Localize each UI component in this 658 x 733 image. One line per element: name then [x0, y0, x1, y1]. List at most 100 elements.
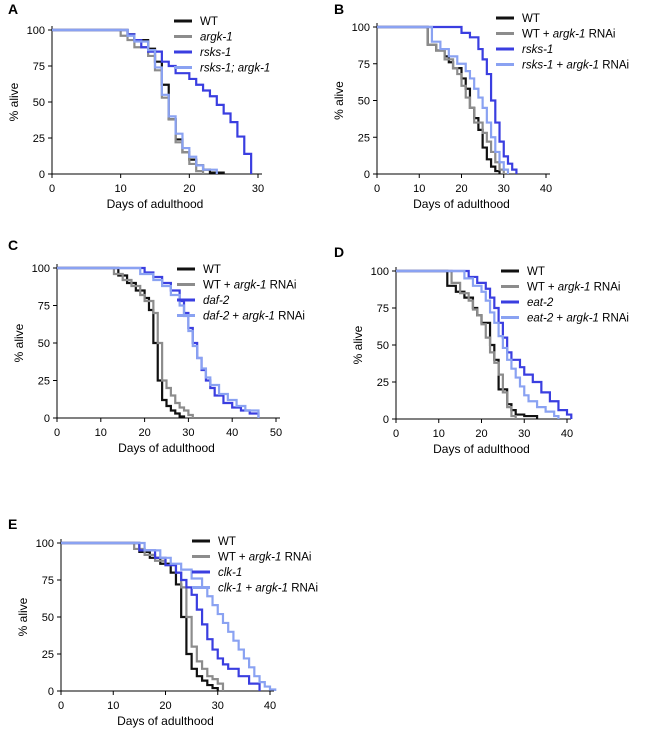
y-tick-label: 50	[38, 338, 50, 350]
x-tick-label: 20	[183, 183, 195, 195]
legend-entry: WT + argk-1 RNAi	[218, 552, 311, 564]
legend-entry: eat-2	[527, 297, 554, 309]
legend-entry: clk-1 + argk-1 RNAi	[218, 583, 318, 595]
legend-entry: WT + argk-1 RNAi	[522, 29, 615, 41]
x-tick-label: 30	[182, 427, 194, 439]
series-line-c-3	[57, 266, 260, 418]
panel-label-d: D	[334, 244, 344, 260]
x-axis-label-e: Days of adulthood	[117, 714, 214, 728]
y-tick-label: 100	[36, 538, 54, 550]
panel-d: D 0 25 50 75 100 0 10 20 30 40 Days of adulthood % a…	[334, 244, 629, 456]
series-line-d-3	[396, 269, 560, 419]
legend-a: WT argk-1 rsks-1 rsks-1; argk-1	[174, 16, 270, 75]
panel-c: C 0 25 50 75 100 0 10 20 30 40 50 Days of adulthood%…	[8, 237, 305, 455]
panel-label-a: A	[8, 1, 18, 17]
x-tick-label: 30	[518, 428, 530, 440]
legend-entry: WT	[527, 266, 545, 278]
x-axis-label-c: Days of adulthood	[118, 441, 215, 455]
series-line-a-2	[52, 28, 253, 174]
x-tick-label: 10	[433, 428, 445, 440]
x-tick-label: 40	[264, 700, 276, 712]
y-tick-label: 50	[377, 340, 389, 352]
x-tick-label: 10	[115, 183, 127, 195]
y-tick-label: 75	[42, 575, 54, 587]
y-tick-label: 50	[42, 612, 54, 624]
y-tick-label: 100	[32, 263, 50, 275]
x-tick-label: 0	[393, 428, 399, 440]
series-line-e-0	[61, 541, 219, 691]
y-tick-label: 100	[352, 22, 370, 34]
x-tick-label: 20	[159, 700, 171, 712]
y-tick-label: 0	[44, 413, 50, 425]
y-tick-label: 25	[42, 649, 54, 661]
series-line-b-3	[377, 25, 510, 174]
x-tick-label: 20	[138, 427, 150, 439]
x-axis-label-d: Days of adulthood	[433, 442, 530, 456]
legend-entry: clk-1	[218, 567, 242, 579]
y-tick-label: 100	[371, 266, 389, 278]
x-axis-label-b: Days of adulthood	[413, 197, 510, 211]
y-axis-label-c: % alive	[12, 323, 26, 362]
y-tick-label: 0	[364, 169, 370, 181]
x-tick-label: 0	[49, 183, 55, 195]
legend-entry: argk-1	[200, 32, 233, 44]
x-axis-label-a: Days of adulthood	[107, 197, 204, 211]
y-axis-label-e: % alive	[16, 597, 30, 636]
series-line-c-0	[57, 266, 186, 418]
series-line-e-3	[61, 541, 277, 691]
series-line-c-1	[57, 266, 194, 418]
legend-d: WT WT + argk-1 RNAi eat-2 eat-2 + argk-1 RN…	[501, 266, 629, 325]
y-axis-label-d: % alive	[351, 325, 365, 364]
panel-label-b: B	[334, 1, 344, 17]
x-tick-label: 40	[561, 428, 573, 440]
x-tick-label: 0	[58, 700, 64, 712]
x-tick-label: 30	[252, 183, 264, 195]
series-line-e-1	[61, 541, 225, 691]
x-tick-label: 0	[374, 183, 380, 195]
x-tick-label: 0	[54, 427, 60, 439]
series-line-b-2	[377, 25, 518, 174]
series-line-a-3	[52, 28, 218, 174]
y-axis-label-b: % alive	[332, 81, 346, 120]
legend-entry: WT + argk-1 RNAi	[203, 280, 296, 292]
series-line-d-1	[396, 269, 517, 419]
panel-b: B 0 25 50 75 100 0 10 20 30 40 Days of adulthood % a…	[332, 1, 629, 211]
legend-entry: WT	[522, 13, 540, 25]
y-tick-label: 25	[358, 132, 370, 144]
panel-label-c: C	[8, 237, 18, 253]
y-tick-label: 0	[48, 686, 54, 698]
x-tick-label: 50	[270, 427, 282, 439]
x-tick-label: 20	[475, 428, 487, 440]
y-axis-label-a: % alive	[7, 82, 21, 121]
legend-entry: WT	[218, 536, 236, 548]
series-line-e-2	[61, 541, 261, 691]
y-tick-label: 25	[38, 376, 50, 388]
legend-entry: rsks-1 + argk-1 RNAi	[522, 60, 629, 72]
x-tick-label: 30	[212, 700, 224, 712]
y-tick-label: 75	[377, 303, 389, 315]
y-tick-label: 0	[39, 169, 45, 181]
y-tick-label: 50	[358, 96, 370, 108]
legend-entry: daf-2	[203, 295, 230, 307]
x-tick-label: 30	[498, 183, 510, 195]
x-tick-label: 10	[413, 183, 425, 195]
y-tick-label: 100	[27, 25, 45, 37]
series-line-d-0	[396, 269, 539, 419]
legend-entry: daf-2 + argk-1 RNAi	[203, 311, 305, 323]
y-tick-label: 75	[358, 59, 370, 71]
y-tick-label: 50	[33, 97, 45, 109]
panel-e: E 0 25 50 75 100 0 10 20 30 40 Days of adulthood % a…	[8, 516, 318, 728]
y-tick-label: 25	[377, 377, 389, 389]
legend-b: WT WT + argk-1 RNAi rsks-1 rsks-1 + argk-1 …	[496, 13, 629, 72]
x-tick-label: 10	[107, 700, 119, 712]
y-tick-label: 75	[33, 61, 45, 73]
panel-a: A 0 25 50 75 100 0 10 20 30 Days of adulthood % ali…	[7, 1, 270, 211]
y-tick-label: 0	[383, 414, 389, 426]
x-tick-label: 20	[455, 183, 467, 195]
legend-entry: WT	[203, 264, 221, 276]
legend-entry: rsks-1	[522, 44, 553, 56]
y-tick-label: 25	[33, 133, 45, 145]
series-line-d-2	[396, 269, 573, 419]
x-tick-label: 40	[226, 427, 238, 439]
x-tick-label: 40	[540, 183, 552, 195]
